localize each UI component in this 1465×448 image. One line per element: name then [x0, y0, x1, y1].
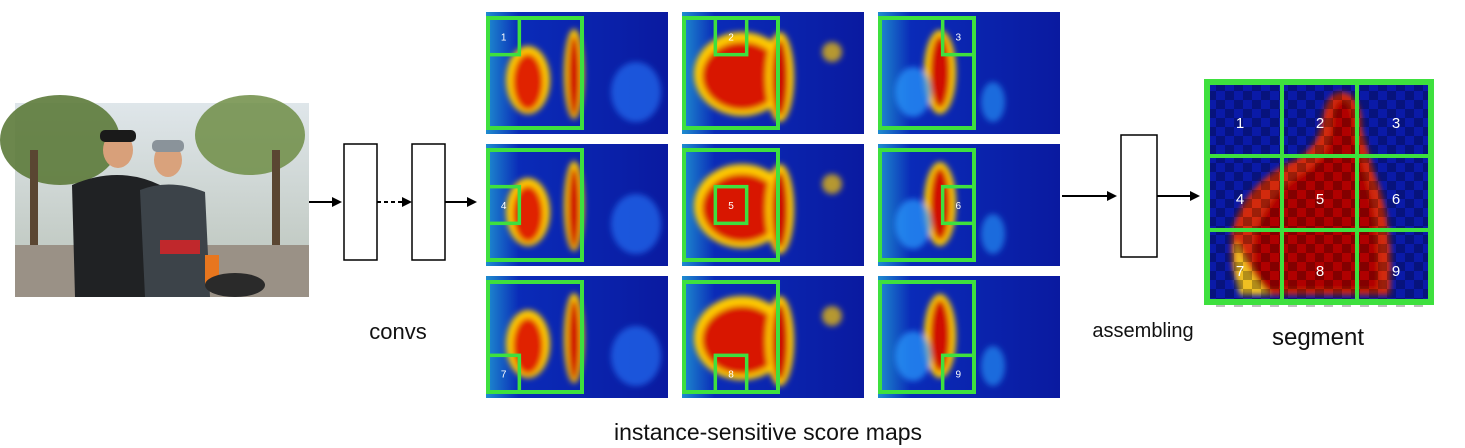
segment-number-8: 8	[1316, 263, 1324, 280]
score-maps-label: instance-sensitive score maps	[614, 419, 922, 445]
score-map-number-1: 1	[501, 32, 507, 43]
segment-number-1: 1	[1236, 115, 1244, 132]
score-map-3: 3	[878, 12, 1060, 134]
segment-number-7: 7	[1236, 263, 1244, 280]
score-map-7: 7	[486, 276, 668, 398]
score-map-5: 5	[682, 144, 864, 266]
score-map-number-7: 7	[501, 370, 507, 381]
conv-block-2	[411, 143, 446, 261]
segment-number-5: 5	[1316, 191, 1324, 208]
score-map-8: 8	[682, 276, 864, 398]
segment-output	[1204, 79, 1434, 307]
score-map-4: 4	[486, 144, 668, 266]
input-photo	[0, 95, 309, 297]
score-map-1: 1	[486, 12, 668, 134]
conv-pipeline: convs	[309, 143, 477, 344]
score-map-2: 2	[682, 12, 864, 134]
score-map-6: 6	[878, 144, 1060, 266]
segment-number-6: 6	[1392, 191, 1400, 208]
segment-label: segment	[1272, 324, 1364, 351]
assembling-block	[1120, 134, 1158, 258]
assembling-pipeline: assembling	[1062, 134, 1200, 342]
score-map-number-9: 9	[956, 370, 962, 381]
assembling-label: assembling	[1092, 320, 1193, 342]
score-map-number-5: 5	[728, 201, 734, 212]
conv-block-1	[343, 143, 378, 261]
segment-cell-numbers: 1 2 3 4 5 6 7 8 9	[1236, 115, 1400, 280]
score-map-9: 9	[878, 276, 1060, 398]
score-maps-grid: 1 2 3 4 5 6 7 8 9	[486, 12, 1060, 398]
score-map-number-3: 3	[956, 32, 962, 43]
segment-number-2: 2	[1316, 115, 1324, 132]
score-map-number-4: 4	[501, 201, 507, 212]
segment-number-9: 9	[1392, 263, 1400, 280]
segment-number-3: 3	[1392, 115, 1400, 132]
segment-number-4: 4	[1236, 191, 1244, 208]
segment-border	[1204, 79, 1434, 305]
convs-label: convs	[369, 319, 426, 344]
score-map-number-2: 2	[728, 32, 734, 43]
score-map-number-6: 6	[956, 201, 962, 212]
score-map-number-8: 8	[728, 370, 734, 381]
